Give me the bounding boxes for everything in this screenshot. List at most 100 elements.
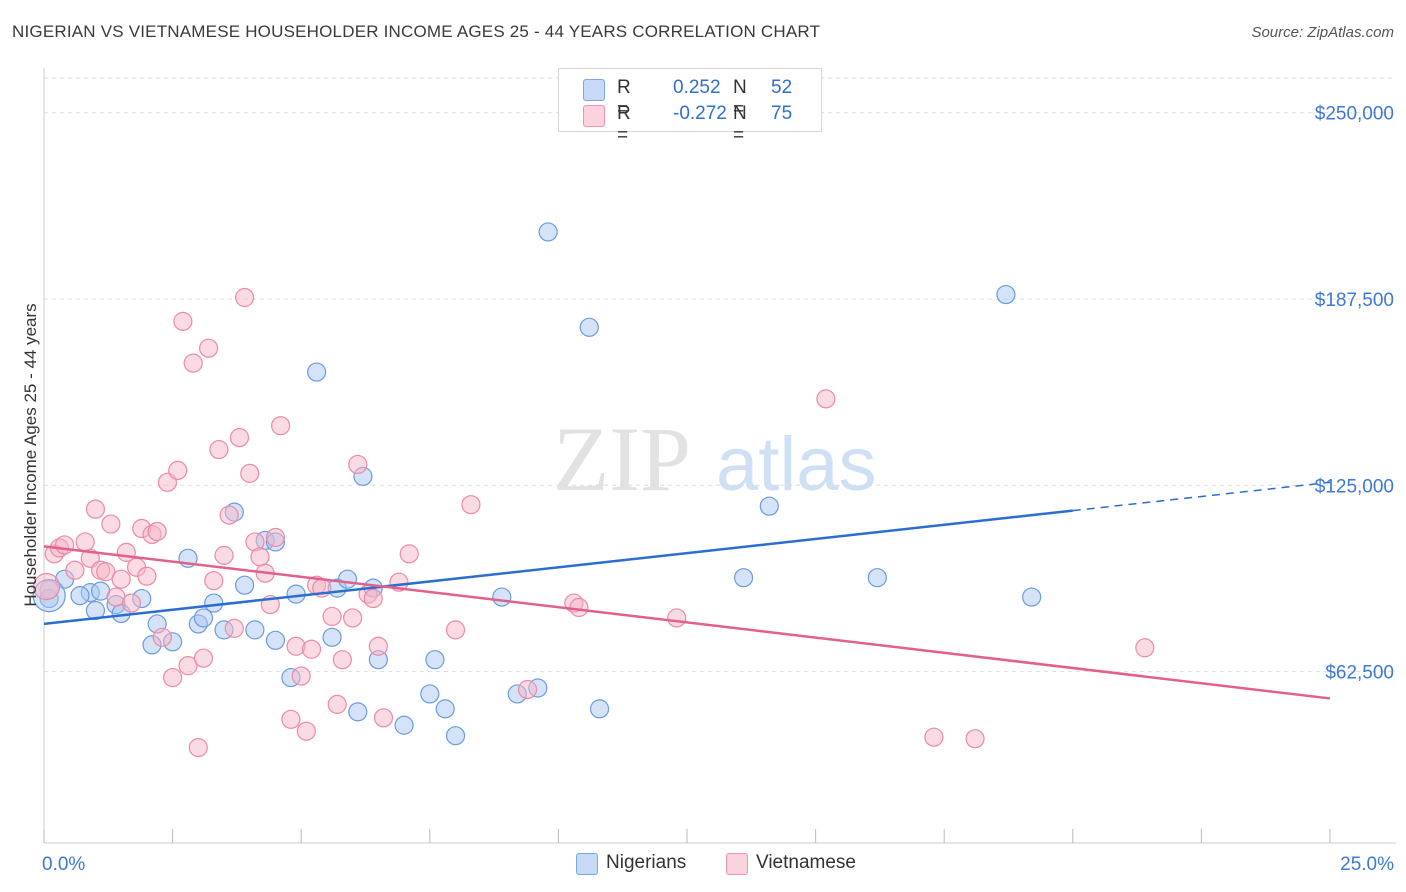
legend-n-value: 75 [771, 103, 793, 124]
vietnamese-point [368, 636, 388, 656]
legend-swatch-vietnamese [583, 105, 605, 127]
x-tick-label: 0.0% [42, 854, 85, 875]
watermark-zip: ZIP [553, 408, 691, 510]
vietnamese-point [219, 505, 239, 525]
nigerian-point [307, 362, 327, 382]
nigerian-trend-extension [1072, 481, 1331, 512]
tick-labels: $250,000 $187,500 $125,000 $62,500 0.0% 25.0% [42, 104, 1394, 875]
y-tick-label: $62,500 [1325, 663, 1394, 684]
vietnamese-point [291, 666, 311, 686]
vietnamese-point [121, 593, 142, 613]
nigerian-point [1022, 587, 1042, 607]
nigerian-point [435, 699, 455, 719]
legend-r-value: -0.272 [673, 103, 727, 124]
nigerian-point [286, 584, 306, 604]
y-tick-label: $125,000 [1315, 476, 1394, 497]
watermark-atlas: atlas [716, 422, 877, 507]
vietnamese-point [101, 514, 121, 534]
nigerian-point [204, 593, 224, 613]
vietnamese-point [39, 580, 59, 600]
legend-label-vietnamese: Vietnamese [756, 852, 856, 873]
nigerian-point [492, 587, 512, 607]
vietnamese-point [343, 608, 363, 628]
nigerian-point [425, 650, 445, 670]
nigerian-point [394, 715, 414, 735]
vietnamese-point [1135, 638, 1155, 658]
vietnamese-point [332, 650, 352, 670]
nigerian-point [235, 575, 255, 595]
x-tick-label: 25.0% [1340, 854, 1394, 875]
nigerian-point [996, 284, 1016, 305]
nigerian-point [733, 568, 754, 588]
axes [43, 68, 1396, 844]
vietnamese-point [147, 521, 167, 542]
y-axis-label: Householder Income Ages 25 - 44 years [21, 303, 40, 606]
vietnamese-point [322, 606, 342, 627]
nigerian-point [322, 627, 342, 647]
nigerian-point [867, 568, 887, 588]
vietnamese-trend-line [43, 545, 1331, 700]
vietnamese-point [286, 636, 306, 656]
vietnamese-point [924, 727, 944, 747]
nigerian-point [445, 726, 466, 746]
vietnamese-point [111, 569, 131, 589]
vietnamese-point [209, 439, 229, 460]
vietnamese-point [65, 560, 85, 580]
vietnamese-point [193, 648, 214, 668]
legend-n-value: 52 [771, 77, 793, 98]
vietnamese-point [296, 721, 316, 741]
vietnamese-point [667, 608, 687, 628]
vietnamese-point [348, 454, 368, 475]
vietnamese-point [173, 311, 193, 331]
legend-r-label: R = [617, 77, 631, 120]
nigerian-point [759, 496, 779, 516]
nigerian-point [32, 578, 66, 613]
nigerian-point [420, 684, 440, 704]
vietnamese-point [301, 639, 322, 659]
nigerian-point [589, 699, 610, 719]
legend-r-value: 0.252 [673, 77, 721, 98]
vietnamese-point [32, 573, 61, 601]
vietnamese-point [229, 428, 250, 448]
vietnamese-point [163, 667, 183, 688]
nigerian-point [337, 569, 358, 589]
nigerian-point [193, 608, 214, 628]
legend-swatch-nigerians [583, 79, 605, 101]
vietnamese-point [327, 694, 347, 714]
vietnamese-point [199, 338, 219, 358]
vietnamese-point [399, 544, 419, 564]
nigerian-trend-line [43, 509, 1073, 626]
vietnamese-point [461, 495, 481, 515]
vietnamese-point [75, 532, 95, 552]
vietnamese-point [235, 287, 255, 308]
vietnamese-point [137, 566, 157, 586]
vietnamese-point [965, 729, 985, 749]
vietnamese-point [281, 709, 301, 729]
nigerian-point [348, 702, 368, 722]
legend-swatch-vietnamese [726, 853, 748, 875]
legend-swatch-nigerians [576, 853, 598, 875]
legend-n-label: N = [733, 77, 747, 120]
vietnamese-point [183, 353, 203, 373]
vietnamese-point [96, 562, 116, 582]
vietnamese-point [265, 527, 286, 548]
vietnamese-point [373, 708, 394, 728]
vietnamese-point [188, 738, 208, 758]
vietnamese-point [152, 627, 172, 647]
vietnamese-point [54, 535, 75, 555]
chart-source: Source: ZipAtlas.com [1251, 24, 1394, 41]
vietnamese-point [445, 620, 466, 640]
data-points [32, 222, 1155, 758]
nigerian-point [245, 620, 265, 640]
nigerian-point [579, 317, 599, 337]
vietnamese-point [816, 389, 836, 409]
legend-label-nigerians: Nigerians [606, 852, 687, 873]
trend-lines [43, 481, 1331, 700]
chart-title: NIGERIAN VS VIETNAMESE HOUSEHOLDER INCOM… [12, 22, 821, 41]
nigerian-point [70, 585, 90, 606]
vietnamese-point [250, 547, 270, 567]
y-tick-label: $250,000 [1315, 104, 1394, 125]
vietnamese-point [569, 597, 589, 618]
legend-n-label: N = [733, 103, 747, 146]
